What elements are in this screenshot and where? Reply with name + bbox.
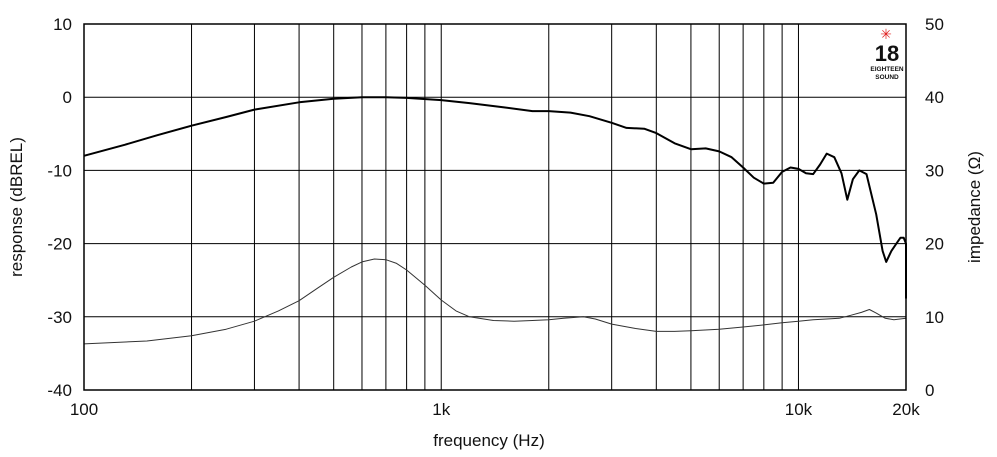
x-axis-label: frequency (Hz) xyxy=(433,431,544,450)
y-right-axis-label: impedance (Ω) xyxy=(965,151,984,263)
x-tick-label: 20k xyxy=(892,400,920,419)
x-tick-label: 100 xyxy=(70,400,98,419)
impedance-curve xyxy=(83,258,907,345)
y-right-tick-label: 0 xyxy=(925,381,934,400)
y-right-tick-label: 40 xyxy=(925,88,944,107)
y-right-tick-label: 50 xyxy=(925,15,944,34)
curves xyxy=(83,96,907,345)
response-curve xyxy=(83,96,907,299)
logo-number: 18 xyxy=(875,41,899,66)
logo-star-icon: ✳ xyxy=(880,27,892,43)
y-right-tick-label: 20 xyxy=(925,235,944,254)
logo-line1: EIGHTEEN xyxy=(870,66,904,73)
y-right-tick-label: 10 xyxy=(925,308,944,327)
x-tick-label: 10k xyxy=(785,400,813,419)
logo-line2: SOUND xyxy=(875,74,899,81)
brand-logo: ✳ 18 EIGHTEEN SOUND xyxy=(870,27,904,81)
y-left-axis-label: response (dBREL) xyxy=(7,137,26,277)
y-right-tick-label: 30 xyxy=(925,161,944,180)
y-left-tick-label: -40 xyxy=(47,381,72,400)
x-tick-label: 1k xyxy=(432,400,450,419)
y-left-tick-label: -20 xyxy=(47,235,72,254)
y-left-tick-label: -30 xyxy=(47,308,72,327)
y-left-tick-label: 0 xyxy=(63,88,72,107)
plot-frame xyxy=(83,23,907,391)
y-left-tick-label: 10 xyxy=(53,15,72,34)
y-left-tick-label: -10 xyxy=(47,161,72,180)
